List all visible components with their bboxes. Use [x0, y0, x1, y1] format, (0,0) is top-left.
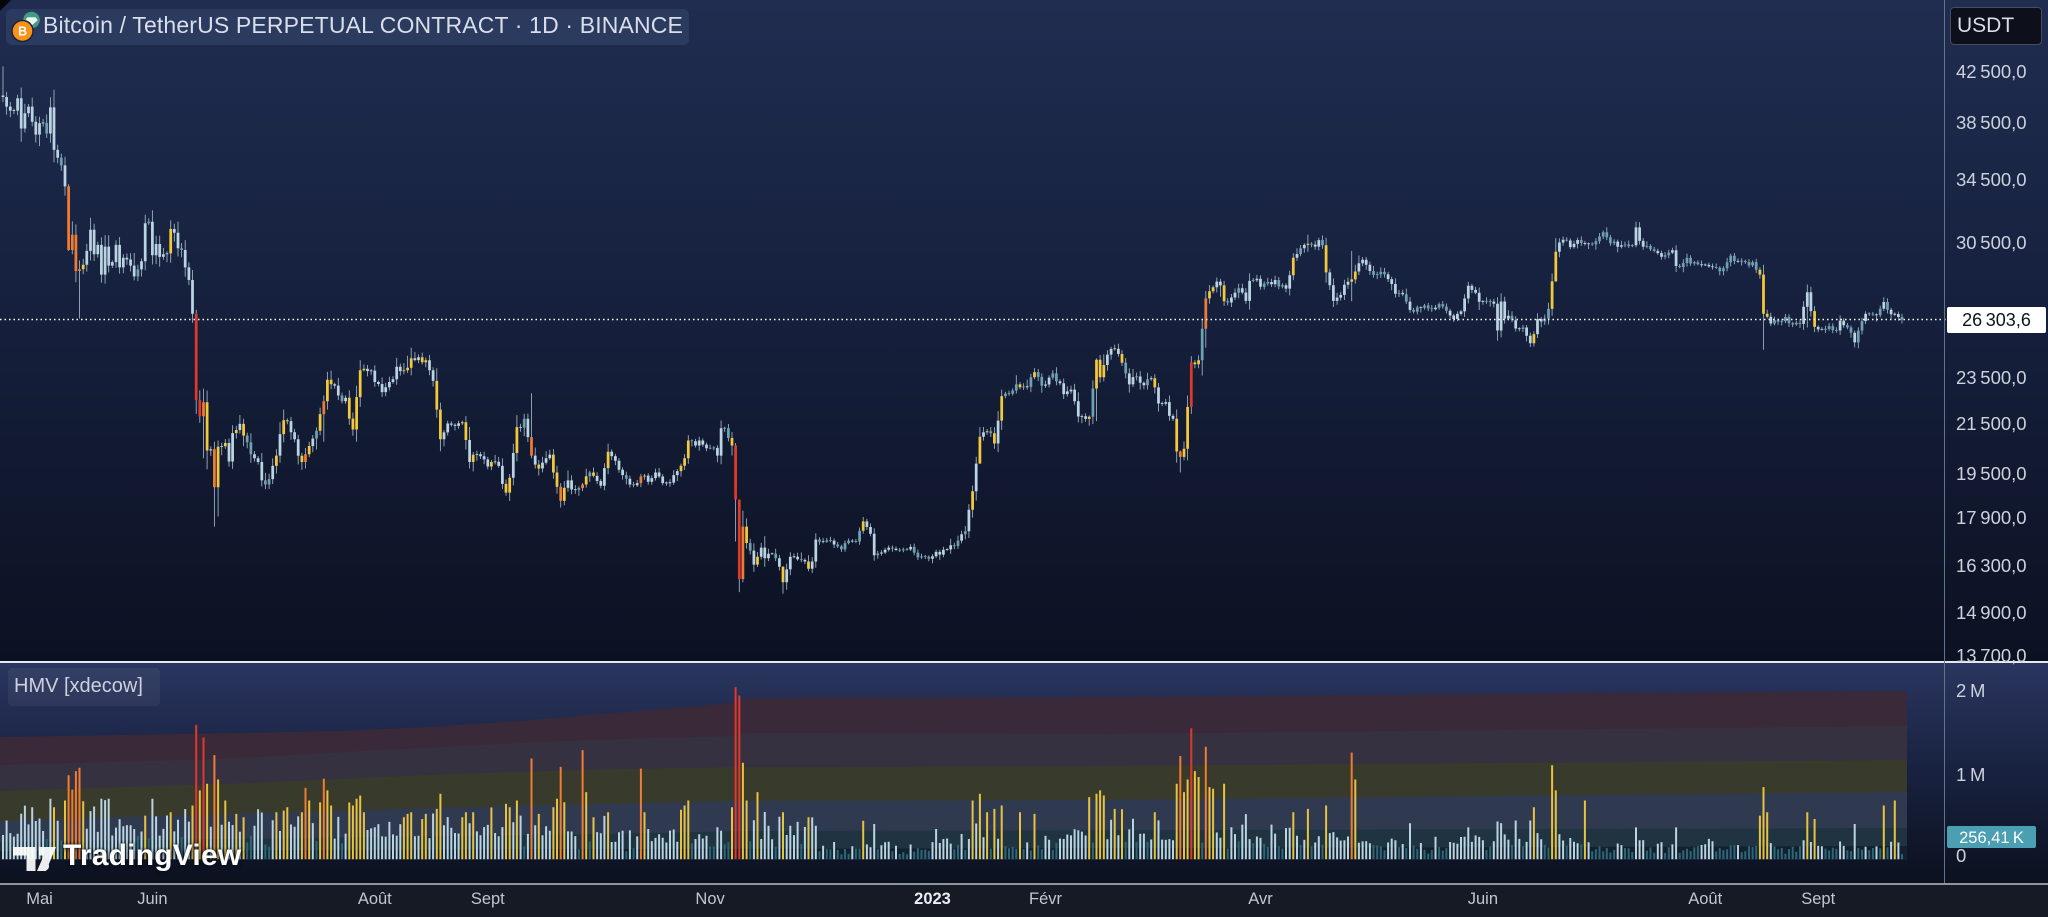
svg-text:B: B: [18, 25, 27, 39]
